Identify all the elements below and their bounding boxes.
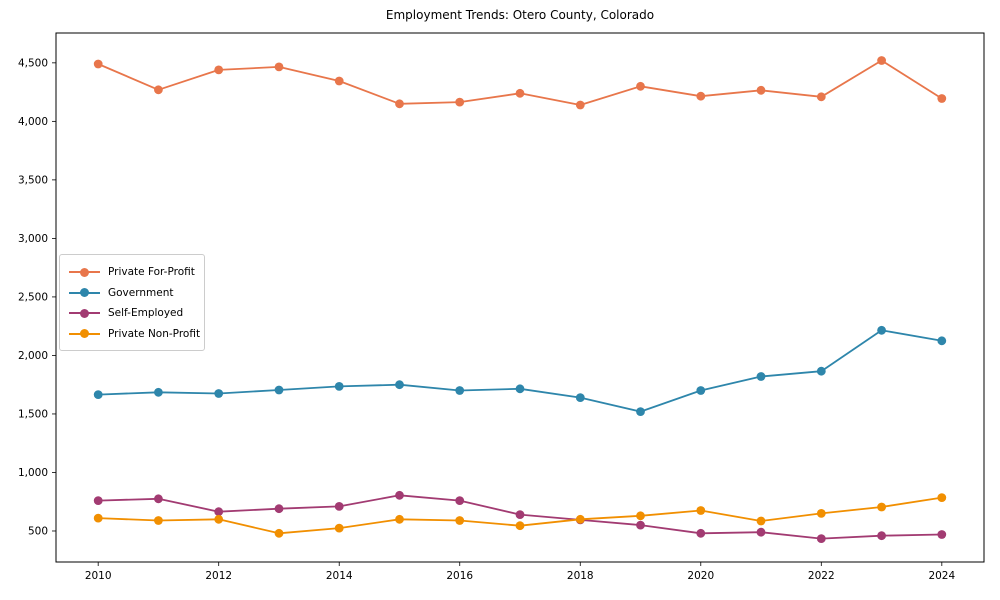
legend-item-private-non-profit: Private Non-Profit: [69, 324, 200, 345]
data-point-government: [575, 393, 585, 402]
data-point-private-for-profit: [93, 59, 103, 69]
legend-swatch-government: [69, 288, 100, 298]
data-point-private-non-profit: [756, 516, 766, 526]
series-line-private-for-profit: [97, 59, 943, 106]
data-point-private-for-profit: [937, 94, 947, 103]
series-line-government: [98, 329, 942, 413]
y-tick-label: 3,000: [18, 233, 48, 245]
x-tick-label: 2018: [567, 570, 594, 582]
legend-label: Private For-Profit: [108, 266, 195, 279]
y-tick-label: 3,500: [18, 175, 48, 187]
data-point-government: [636, 407, 645, 416]
legend-dot-icon: [80, 288, 89, 298]
data-point-self-employed: [515, 510, 525, 519]
data-point-government: [455, 386, 465, 395]
x-tick-label: 2012: [205, 570, 232, 582]
data-point-government: [937, 336, 947, 346]
data-point-private-for-profit: [154, 85, 163, 95]
data-point-private-for-profit: [636, 81, 645, 91]
data-point-private-for-profit: [696, 91, 706, 101]
legend-item-self-employed: Self-Employed: [69, 303, 195, 324]
data-point-private-non-profit: [214, 514, 224, 524]
data-point-government: [395, 380, 404, 390]
data-point-private-non-profit: [154, 516, 163, 525]
data-point-private-non-profit: [575, 514, 585, 524]
legend-label: Private Non-Profit: [108, 327, 201, 340]
data-point-self-employed: [756, 527, 766, 537]
data-point-private-for-profit: [274, 62, 284, 72]
data-point-private-for-profit: [214, 65, 224, 75]
data-point-private-non-profit: [636, 511, 645, 521]
data-point-private-for-profit: [575, 100, 585, 110]
data-point-private-non-profit: [334, 523, 344, 533]
data-point-private-for-profit: [877, 56, 886, 65]
data-point-government: [154, 387, 163, 397]
data-point-self-employed: [154, 494, 163, 504]
chart-title: Employment Trends: Otero County, Colorad…: [385, 8, 655, 22]
data-point-government: [93, 390, 103, 399]
x-tick-label: 2014: [326, 570, 353, 582]
data-point-self-employed: [816, 534, 826, 543]
data-point-private-non-profit: [395, 514, 404, 524]
data-point-private-for-profit: [816, 92, 826, 102]
data-point-private-for-profit: [455, 97, 465, 107]
legend-item-government: Government: [69, 283, 195, 304]
legend-swatch-self-employed: [69, 308, 100, 318]
legend-dot-icon: [80, 267, 89, 277]
y-tick-label: 4,500: [18, 58, 48, 70]
data-point-self-employed: [214, 507, 224, 517]
data-point-self-employed: [395, 490, 404, 500]
data-point-private-non-profit: [816, 509, 826, 518]
legend-label: Self-Employed: [108, 307, 184, 320]
data-point-private-non-profit: [274, 528, 284, 538]
data-point-self-employed: [636, 520, 645, 530]
data-point-government: [696, 386, 706, 395]
y-tick-label: 4,000: [18, 116, 48, 128]
data-point-private-for-profit: [395, 99, 404, 109]
data-point-self-employed: [937, 530, 947, 539]
data-point-government: [334, 382, 344, 391]
x-tick-label: 2010: [85, 570, 112, 582]
y-tick-label: 2,000: [18, 350, 48, 362]
legend-swatch-private-non-profit: [69, 329, 100, 339]
x-tick-label: 2020: [687, 570, 714, 582]
data-point-private-for-profit: [515, 88, 525, 98]
data-point-private-for-profit: [334, 76, 344, 86]
data-point-government: [756, 372, 766, 381]
x-tick-label: 2022: [808, 570, 835, 582]
legend-swatch-private-for-profit: [69, 267, 100, 277]
data-point-private-non-profit: [937, 493, 947, 502]
data-point-private-non-profit: [515, 521, 525, 531]
legend: Private For-Profit Government Self-Employe…: [59, 254, 205, 351]
data-point-private-non-profit: [877, 502, 886, 512]
data-point-self-employed: [334, 502, 344, 511]
y-tick-label: 2,500: [18, 292, 48, 304]
data-point-government: [816, 366, 826, 376]
data-point-government: [877, 325, 886, 335]
data-point-self-employed: [274, 504, 284, 514]
data-point-private-non-profit: [696, 506, 706, 515]
data-point-self-employed: [696, 528, 706, 538]
data-point-private-non-profit: [93, 513, 103, 523]
data-point-private-for-profit: [756, 85, 766, 95]
axes-frame: [55, 32, 985, 563]
data-point-private-non-profit: [455, 516, 465, 525]
data-point-self-employed: [455, 496, 465, 505]
x-tick-label: 2016: [446, 570, 473, 582]
data-point-government: [214, 389, 224, 398]
y-tick-label: 1,000: [18, 467, 48, 479]
data-point-self-employed: [877, 531, 886, 541]
x-tick-label: 2024: [928, 570, 955, 582]
legend-label: Government: [108, 286, 174, 299]
legend-item-private-for-profit: Private For-Profit: [69, 262, 195, 283]
data-point-government: [274, 385, 284, 395]
y-tick-label: 500: [28, 526, 48, 538]
data-point-self-employed: [93, 496, 103, 505]
y-tick-label: 1,500: [18, 409, 48, 421]
legend-dot-icon: [80, 308, 89, 318]
data-point-government: [515, 384, 525, 394]
legend-dot-icon: [80, 329, 89, 339]
